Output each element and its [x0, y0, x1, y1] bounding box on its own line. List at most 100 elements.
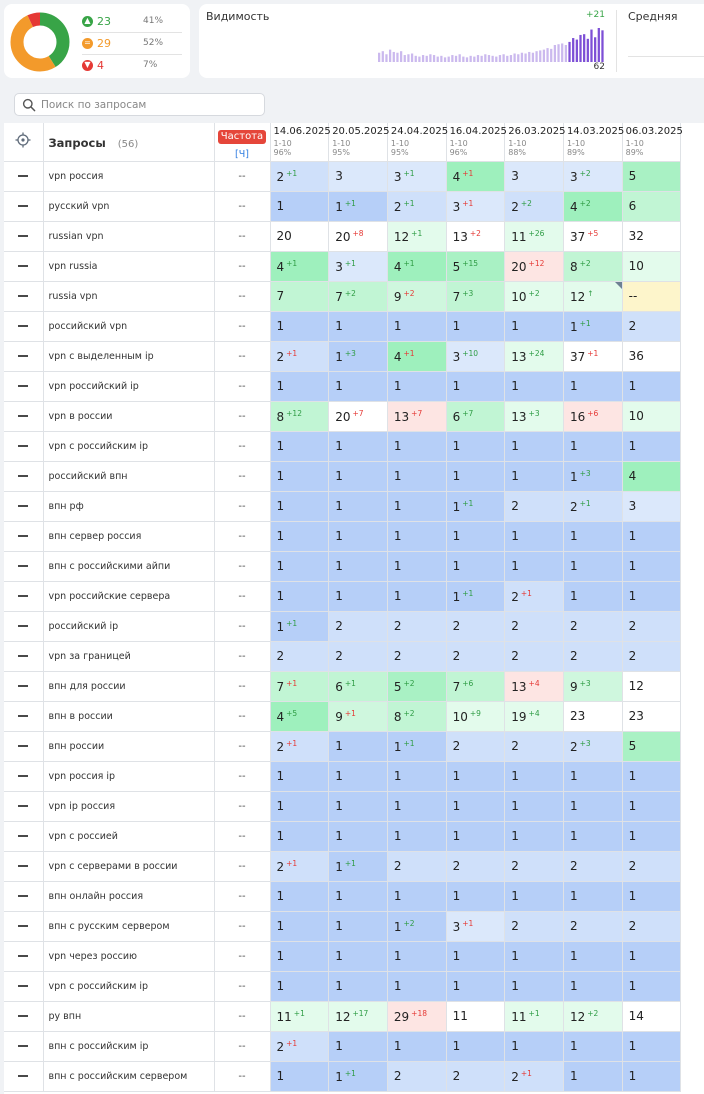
row-select-cell[interactable]: [4, 911, 44, 942]
position-cell[interactable]: 1 +1: [270, 611, 330, 642]
row-select-cell[interactable]: [4, 1061, 44, 1092]
position-cell[interactable]: 1: [270, 491, 330, 522]
position-cell[interactable]: 1: [270, 911, 330, 942]
position-cell[interactable]: 1: [328, 761, 388, 792]
position-cell[interactable]: 1: [563, 821, 623, 852]
dash-icon[interactable]: [18, 505, 29, 507]
position-cell[interactable]: 1: [622, 431, 682, 462]
position-cell[interactable]: 4 +2: [563, 191, 623, 222]
position-cell[interactable]: 7: [270, 281, 330, 312]
position-cell[interactable]: 7 +1: [270, 671, 330, 702]
position-cell[interactable]: 12 +2: [563, 1001, 623, 1032]
position-cell[interactable]: 1: [622, 941, 682, 972]
position-cell[interactable]: 12 +17: [328, 1001, 388, 1032]
query-text[interactable]: ру впн: [43, 1001, 215, 1032]
position-cell[interactable]: 2 +1: [270, 161, 330, 192]
query-text[interactable]: русский vpn: [43, 191, 215, 222]
query-text[interactable]: vpn россия: [43, 161, 215, 192]
dash-icon[interactable]: [18, 205, 29, 207]
row-select-cell[interactable]: [4, 341, 44, 372]
position-cell[interactable]: 1: [270, 581, 330, 612]
query-text[interactable]: впн россии: [43, 731, 215, 762]
position-cell[interactable]: 12 ↑: [563, 281, 623, 312]
position-cell[interactable]: 1: [270, 1061, 330, 1092]
row-select-cell[interactable]: [4, 491, 44, 522]
dash-icon[interactable]: [18, 895, 29, 897]
position-cell[interactable]: 1: [563, 581, 623, 612]
position-cell[interactable]: 23: [622, 701, 682, 732]
position-cell[interactable]: 1 +2: [387, 911, 447, 942]
position-cell[interactable]: 9 +2: [387, 281, 447, 312]
query-text[interactable]: впн с российскими айпи: [43, 551, 215, 582]
query-text[interactable]: впн с русским сервером: [43, 911, 215, 942]
date-column-header[interactable]: 14.06.2025 1-10 96%: [270, 123, 331, 162]
position-cell[interactable]: 4 +1: [387, 251, 447, 282]
position-cell[interactable]: 1: [504, 311, 564, 342]
position-cell[interactable]: 1: [446, 461, 506, 492]
position-cell[interactable]: 1: [622, 971, 682, 1002]
select-all-cell[interactable]: [4, 123, 44, 162]
position-cell[interactable]: 11 +26: [504, 221, 564, 252]
position-cell[interactable]: 1: [387, 941, 447, 972]
position-cell[interactable]: 13 +3: [504, 401, 564, 432]
row-select-cell[interactable]: [4, 851, 44, 882]
position-cell[interactable]: 2 +1: [387, 191, 447, 222]
query-text[interactable]: vpn с выделенным ip: [43, 341, 215, 372]
position-cell[interactable]: 8 +12: [270, 401, 330, 432]
position-cell[interactable]: 1: [328, 371, 388, 402]
position-cell[interactable]: 4 +1: [387, 341, 447, 372]
date-column-header[interactable]: 26.03.2025 1-10 88%: [504, 123, 566, 162]
stat-row-same[interactable]: = 29 52%: [82, 33, 182, 53]
position-cell[interactable]: 14: [622, 1001, 682, 1032]
position-cell[interactable]: 32: [622, 221, 682, 252]
position-cell[interactable]: 1: [328, 551, 388, 582]
position-cell[interactable]: 2 +1: [270, 851, 330, 882]
position-cell[interactable]: 37 +5: [563, 221, 623, 252]
query-text[interactable]: vpn с серверами в россии: [43, 851, 215, 882]
position-cell[interactable]: 3: [504, 161, 564, 192]
position-cell[interactable]: 1 +1: [563, 311, 623, 342]
position-cell[interactable]: 3: [622, 491, 682, 522]
position-cell[interactable]: 1: [563, 1061, 623, 1092]
dash-icon[interactable]: [18, 1015, 29, 1017]
position-cell[interactable]: 2: [563, 851, 623, 882]
position-cell[interactable]: 4 +5: [270, 701, 330, 732]
query-text[interactable]: vpn russia: [43, 251, 215, 282]
position-cell[interactable]: 20 +8: [328, 221, 388, 252]
position-cell[interactable]: 2: [622, 641, 682, 672]
position-cell[interactable]: 1: [270, 941, 330, 972]
position-cell[interactable]: 1: [328, 821, 388, 852]
row-select-cell[interactable]: [4, 431, 44, 462]
row-select-cell[interactable]: [4, 401, 44, 432]
position-cell[interactable]: 37 +1: [563, 341, 623, 372]
dash-icon[interactable]: [18, 355, 29, 357]
position-cell[interactable]: 9 +3: [563, 671, 623, 702]
row-select-cell[interactable]: [4, 581, 44, 612]
position-cell[interactable]: 5: [622, 731, 682, 762]
row-select-cell[interactable]: [4, 521, 44, 552]
position-cell[interactable]: 23: [563, 701, 623, 732]
position-cell[interactable]: 1: [622, 521, 682, 552]
position-cell[interactable]: --: [622, 281, 682, 312]
row-select-cell[interactable]: [4, 161, 44, 192]
position-cell[interactable]: 2: [387, 641, 447, 672]
position-cell[interactable]: 1: [563, 1031, 623, 1062]
dash-icon[interactable]: [18, 1045, 29, 1047]
dash-icon[interactable]: [18, 985, 29, 987]
position-cell[interactable]: 1: [328, 881, 388, 912]
position-cell[interactable]: 10 +9: [446, 701, 506, 732]
date-column-header[interactable]: 16.04.2025 1-10 96%: [446, 123, 507, 162]
position-cell[interactable]: 3: [328, 161, 388, 192]
dash-icon[interactable]: [18, 685, 29, 687]
query-text[interactable]: vpn российский ip: [43, 371, 215, 402]
position-cell[interactable]: 1: [387, 461, 447, 492]
position-cell[interactable]: 1: [504, 461, 564, 492]
position-cell[interactable]: 1: [270, 311, 330, 342]
position-cell[interactable]: 1: [563, 791, 623, 822]
position-cell[interactable]: 2: [446, 851, 506, 882]
position-cell[interactable]: 12 +1: [387, 221, 447, 252]
row-select-cell[interactable]: [4, 701, 44, 732]
row-select-cell[interactable]: [4, 1031, 44, 1062]
position-cell[interactable]: 1: [563, 941, 623, 972]
position-cell[interactable]: 1: [504, 431, 564, 462]
